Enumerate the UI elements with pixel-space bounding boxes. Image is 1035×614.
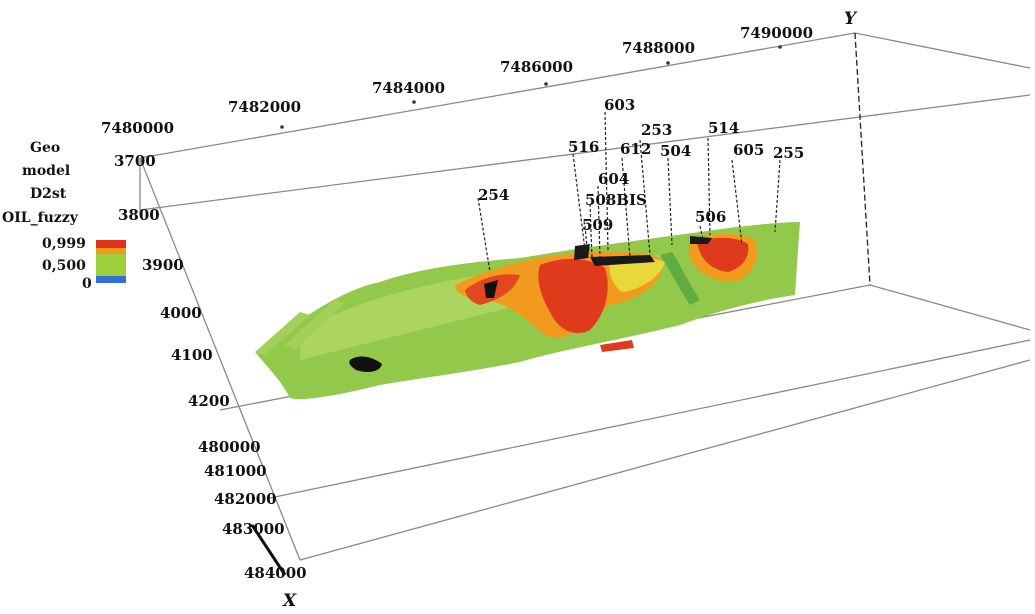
depth-tick-label: 3900	[142, 256, 184, 274]
surface-dark-spot-west	[349, 356, 382, 372]
well-label: 508BIS	[585, 191, 647, 209]
y-tick-label: 7490000	[740, 24, 813, 42]
well-label: 516	[568, 138, 599, 156]
x-tick-label: 484000	[244, 564, 307, 582]
well-label: 506	[695, 208, 726, 226]
well-label: 612	[620, 140, 651, 158]
surface-red-east	[697, 237, 749, 272]
surface-yellow-1	[609, 257, 665, 292]
x-tick-label: 482000	[214, 490, 277, 508]
y-tick-label: 7484000	[372, 79, 445, 97]
legend-stop-label: 0,999	[42, 236, 86, 252]
legend-title-line: D2st	[30, 186, 67, 202]
well-label: 605	[733, 141, 764, 159]
depth-tick-label: 4000	[160, 304, 202, 322]
surface-west-fringe-2	[285, 300, 345, 350]
legend-stop-label: 0	[82, 276, 92, 292]
surface-dark-ridge-2	[574, 244, 590, 260]
surface-west-fringe	[255, 312, 310, 355]
x-tick-label: 481000	[204, 462, 267, 480]
legend-title-line: model	[22, 163, 70, 179]
surface-dark-spot-254	[484, 280, 498, 298]
y-axis-ticks	[280, 45, 782, 129]
well-label: 504	[660, 142, 691, 160]
well-label: 514	[708, 119, 739, 137]
y-tick-label: 7482000	[228, 98, 301, 116]
x-axis-arrow	[250, 524, 287, 576]
legend-swatch-high-mid	[96, 248, 126, 254]
y-tick-label: 7486000	[500, 58, 573, 76]
well-label: 253	[641, 121, 672, 139]
surface-red-drip	[600, 340, 634, 352]
y-tick-label: 7488000	[622, 39, 695, 57]
surface-green-dark-band	[660, 252, 700, 305]
x-axis-name: X	[282, 591, 297, 611]
surface-dark-ridge	[590, 255, 655, 266]
y-tick-label: 7480000	[101, 119, 174, 137]
legend-swatch-mid	[96, 254, 126, 276]
well-label: 604	[598, 170, 629, 188]
depth-tick-label: 4100	[171, 346, 213, 364]
well-label: 254	[478, 186, 509, 204]
depth-tick-label: 4200	[188, 392, 230, 410]
depth-tick-label: 3700	[114, 152, 156, 170]
well-label: 603	[604, 96, 635, 114]
well-trajectories	[477, 111, 781, 273]
surface-red-1	[538, 258, 608, 334]
surface-dark-ridge-3	[690, 236, 712, 244]
legend-swatch-high	[96, 240, 126, 248]
legend-title-line: Geo	[30, 140, 60, 156]
depth-tick-label: 3800	[118, 206, 160, 224]
well-label: 255	[773, 144, 804, 162]
legend-swatch-low	[96, 276, 126, 283]
legend-title-line: OIL_fuzzy	[2, 210, 79, 226]
well-label: 509	[582, 216, 613, 234]
oil-fuzzy-surface	[255, 222, 800, 400]
legend-stop-label: 0,500	[42, 258, 86, 274]
x-tick-label: 480000	[198, 438, 261, 456]
legend: Geo model D2st OIL_fuzzy 0,999 0,500 0	[2, 140, 126, 292]
y-axis-name: Y	[844, 9, 858, 29]
